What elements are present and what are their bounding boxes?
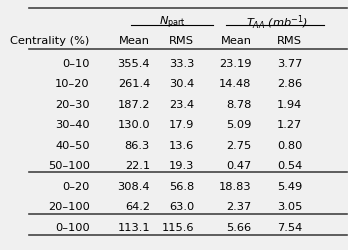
Text: 0.54: 0.54 <box>277 161 302 171</box>
Text: 2.86: 2.86 <box>277 79 302 89</box>
Text: 14.48: 14.48 <box>219 79 252 89</box>
Text: 5.66: 5.66 <box>226 223 252 233</box>
Text: 261.4: 261.4 <box>118 79 150 89</box>
Text: Mean: Mean <box>119 36 150 46</box>
Text: 3.05: 3.05 <box>277 202 302 212</box>
Text: 0–100: 0–100 <box>55 223 90 233</box>
Text: 308.4: 308.4 <box>117 182 150 192</box>
Text: 13.6: 13.6 <box>169 141 194 151</box>
Text: 23.4: 23.4 <box>169 100 194 110</box>
Text: 7.54: 7.54 <box>277 223 302 233</box>
Text: 63.0: 63.0 <box>169 202 194 212</box>
Text: 17.9: 17.9 <box>169 120 194 130</box>
Text: 115.6: 115.6 <box>162 223 194 233</box>
Text: $T_{AA}$ (mb$^{-1}$): $T_{AA}$ (mb$^{-1}$) <box>246 14 308 32</box>
Text: $N_\mathrm{part}$: $N_\mathrm{part}$ <box>159 14 185 31</box>
Text: 2.75: 2.75 <box>226 141 252 151</box>
Text: 30–40: 30–40 <box>55 120 90 130</box>
Text: 10–20: 10–20 <box>55 79 90 89</box>
Text: 0.80: 0.80 <box>277 141 302 151</box>
Text: 50–100: 50–100 <box>48 161 90 171</box>
Text: 23.19: 23.19 <box>219 58 252 68</box>
Text: 22.1: 22.1 <box>125 161 150 171</box>
Text: Mean: Mean <box>220 36 252 46</box>
Text: 187.2: 187.2 <box>117 100 150 110</box>
Text: 130.0: 130.0 <box>117 120 150 130</box>
Text: 355.4: 355.4 <box>117 58 150 68</box>
Text: 20–30: 20–30 <box>55 100 90 110</box>
Text: 8.78: 8.78 <box>226 100 252 110</box>
Text: 5.09: 5.09 <box>226 120 252 130</box>
Text: RMS: RMS <box>169 36 194 46</box>
Text: 30.4: 30.4 <box>169 79 194 89</box>
Text: Centrality (%): Centrality (%) <box>10 36 90 46</box>
Text: 20–100: 20–100 <box>48 202 90 212</box>
Text: 0.47: 0.47 <box>226 161 252 171</box>
Text: RMS: RMS <box>277 36 302 46</box>
Text: 0–20: 0–20 <box>62 182 90 192</box>
Text: 40–50: 40–50 <box>55 141 90 151</box>
Text: 0–10: 0–10 <box>62 58 90 68</box>
Text: 2.37: 2.37 <box>226 202 252 212</box>
Text: 56.8: 56.8 <box>169 182 194 192</box>
Text: 33.3: 33.3 <box>169 58 194 68</box>
Text: 3.77: 3.77 <box>277 58 302 68</box>
Text: 86.3: 86.3 <box>125 141 150 151</box>
Text: 19.3: 19.3 <box>169 161 194 171</box>
Text: 1.27: 1.27 <box>277 120 302 130</box>
Text: 18.83: 18.83 <box>219 182 252 192</box>
Text: 113.1: 113.1 <box>117 223 150 233</box>
Text: 5.49: 5.49 <box>277 182 302 192</box>
Text: 64.2: 64.2 <box>125 202 150 212</box>
Text: 1.94: 1.94 <box>277 100 302 110</box>
